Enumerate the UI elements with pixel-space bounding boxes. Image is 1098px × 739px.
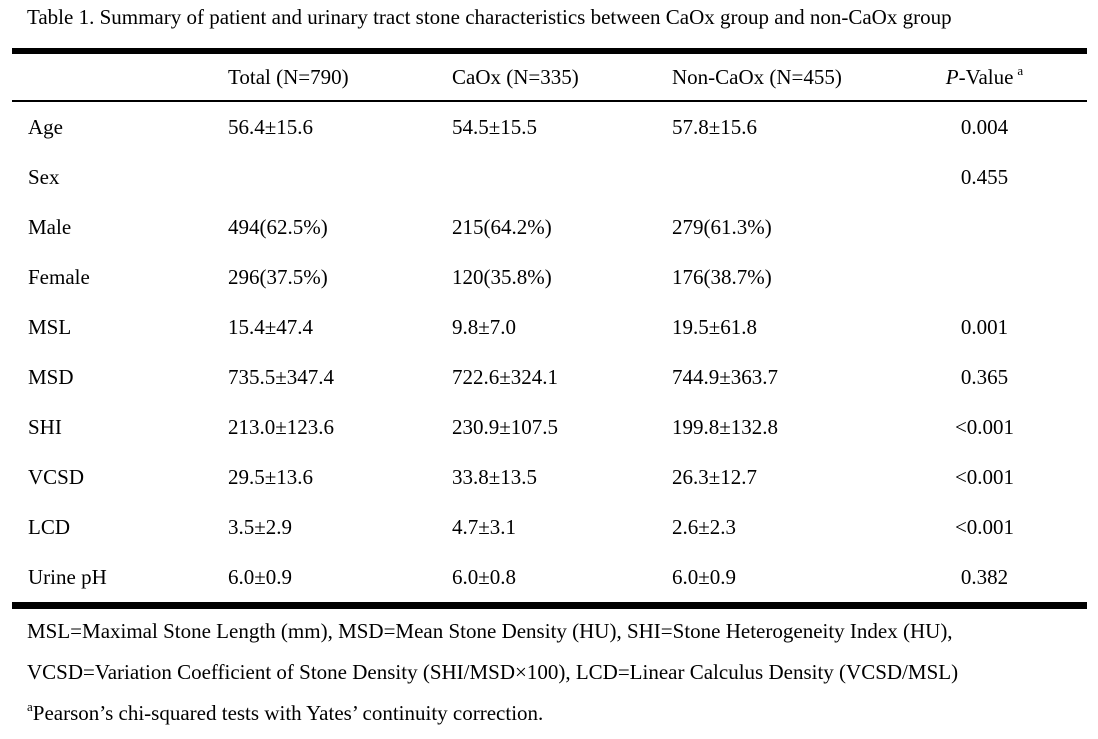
- table-cell: 57.8±15.6: [672, 114, 758, 139]
- pvalue-superscript-a: a: [1017, 62, 1024, 78]
- table-cell: 199.8±132.8: [672, 414, 779, 439]
- row-label: VCSD: [28, 464, 85, 489]
- table-cell: 6.0±0.8: [452, 564, 517, 589]
- table-row-age: Age 56.4±15.6 54.5±15.5 57.8±15.6 0.004: [12, 101, 1087, 152]
- table-cell: 15.4±47.4: [228, 314, 314, 339]
- table-row-msd: MSD 735.5±347.4 722.6±324.1 744.9±363.7 …: [12, 352, 1087, 402]
- table-row-female: Female 296(37.5%) 120(35.8%) 176(38.7%): [12, 252, 1087, 302]
- column-header-empty: [12, 51, 228, 102]
- table-cell: <0.001: [954, 414, 1015, 439]
- row-label: Urine pH: [28, 564, 107, 589]
- table-cell: 0.382: [960, 564, 1009, 589]
- table-cell: 230.9±107.5: [452, 414, 559, 439]
- table-cell: 494(62.5%): [228, 214, 328, 239]
- table-cell: 0.365: [960, 364, 1009, 389]
- table-row-shi: SHI 213.0±123.6 230.9±107.5 199.8±132.8 …: [12, 402, 1087, 452]
- table-cell: 744.9±363.7: [672, 364, 779, 389]
- table-cell: 279(61.3%): [672, 214, 772, 239]
- column-header-noncaox: Non-CaOx (N=455): [672, 51, 882, 102]
- table-cell: 6.0±0.9: [228, 564, 293, 589]
- row-label: SHI: [28, 414, 62, 439]
- column-header-pvalue: P-Value a: [882, 51, 1087, 102]
- table-cell: 54.5±15.5: [452, 114, 538, 139]
- pvalue-label-rest: -Value: [958, 64, 1014, 89]
- table-cell: 56.4±15.6: [228, 114, 314, 139]
- row-label: LCD: [28, 514, 70, 539]
- row-label: MSL: [28, 314, 72, 339]
- table-cell: 33.8±13.5: [452, 464, 538, 489]
- footnote-line-1: MSL=Maximal Stone Length (mm), MSD=Mean …: [27, 619, 953, 643]
- table-cell: 2.6±2.3: [672, 514, 737, 539]
- table-cell: 3.5±2.9: [228, 514, 293, 539]
- table-cell: 0.001: [960, 314, 1009, 339]
- summary-table: Total (N=790) CaOx (N=335) Non-CaOx (N=4…: [12, 48, 1087, 609]
- table-cell: 735.5±347.4: [228, 364, 335, 389]
- table-row-vcsd: VCSD 29.5±13.6 33.8±13.5 26.3±12.7 <0.00…: [12, 452, 1087, 502]
- table-cell: [882, 252, 1087, 302]
- table-cell: 9.8±7.0: [452, 314, 517, 339]
- table-cell: 722.6±324.1: [452, 364, 559, 389]
- pvalue-italic-p: P: [945, 64, 959, 89]
- table-cell: 0.004: [960, 114, 1009, 139]
- table-footnotes: MSL=Maximal Stone Length (mm), MSD=Mean …: [27, 611, 1091, 734]
- table-row-msl: MSL 15.4±47.4 9.8±7.0 19.5±61.8 0.001: [12, 302, 1087, 352]
- table-cell: [228, 152, 452, 202]
- column-header-caox: CaOx (N=335): [452, 51, 672, 102]
- table-cell: [452, 152, 672, 202]
- table-cell: 213.0±123.6: [228, 414, 335, 439]
- table-title: Table 1. Summary of patient and urinary …: [27, 5, 952, 29]
- table-cell: 6.0±0.9: [672, 564, 737, 589]
- table-cell: 176(38.7%): [672, 264, 772, 289]
- header-row: Total (N=790) CaOx (N=335) Non-CaOx (N=4…: [12, 51, 1087, 102]
- table-cell: 120(35.8%): [452, 264, 552, 289]
- row-label: Male: [28, 214, 72, 239]
- column-header-total: Total (N=790): [228, 51, 452, 102]
- row-label: Sex: [28, 164, 60, 189]
- table-cell: 26.3±12.7: [672, 464, 758, 489]
- table-cell: 29.5±13.6: [228, 464, 314, 489]
- table-cell: 4.7±3.1: [452, 514, 517, 539]
- table-cell: <0.001: [954, 464, 1015, 489]
- row-label: Female: [28, 264, 90, 289]
- table-cell: 296(37.5%): [228, 264, 328, 289]
- footnote-line-2: VCSD=Variation Coefficient of Stone Dens…: [27, 660, 959, 684]
- table-row-sex: Sex 0.455: [12, 152, 1087, 202]
- row-label: MSD: [28, 364, 74, 389]
- table-cell: 19.5±61.8: [672, 314, 758, 339]
- table-row-lcd: LCD 3.5±2.9 4.7±3.1 2.6±2.3 <0.001: [12, 502, 1087, 552]
- table-cell: <0.001: [954, 514, 1015, 539]
- row-label: Age: [28, 114, 63, 139]
- table-cell: [882, 202, 1087, 252]
- table-cell: 0.455: [960, 164, 1009, 189]
- footnote-line-3: aPearson’s chi-squared tests with Yates’…: [27, 693, 1091, 734]
- table-row-urine-ph: Urine pH 6.0±0.9 6.0±0.8 6.0±0.9 0.382: [12, 552, 1087, 606]
- footnote-line-3-text: Pearson’s chi-squared tests with Yates’ …: [32, 701, 544, 725]
- footnote-superscript-a: a: [27, 699, 33, 714]
- table-cell: [672, 152, 882, 202]
- table-cell: 215(64.2%): [452, 214, 552, 239]
- table-row-male: Male 494(62.5%) 215(64.2%) 279(61.3%): [12, 202, 1087, 252]
